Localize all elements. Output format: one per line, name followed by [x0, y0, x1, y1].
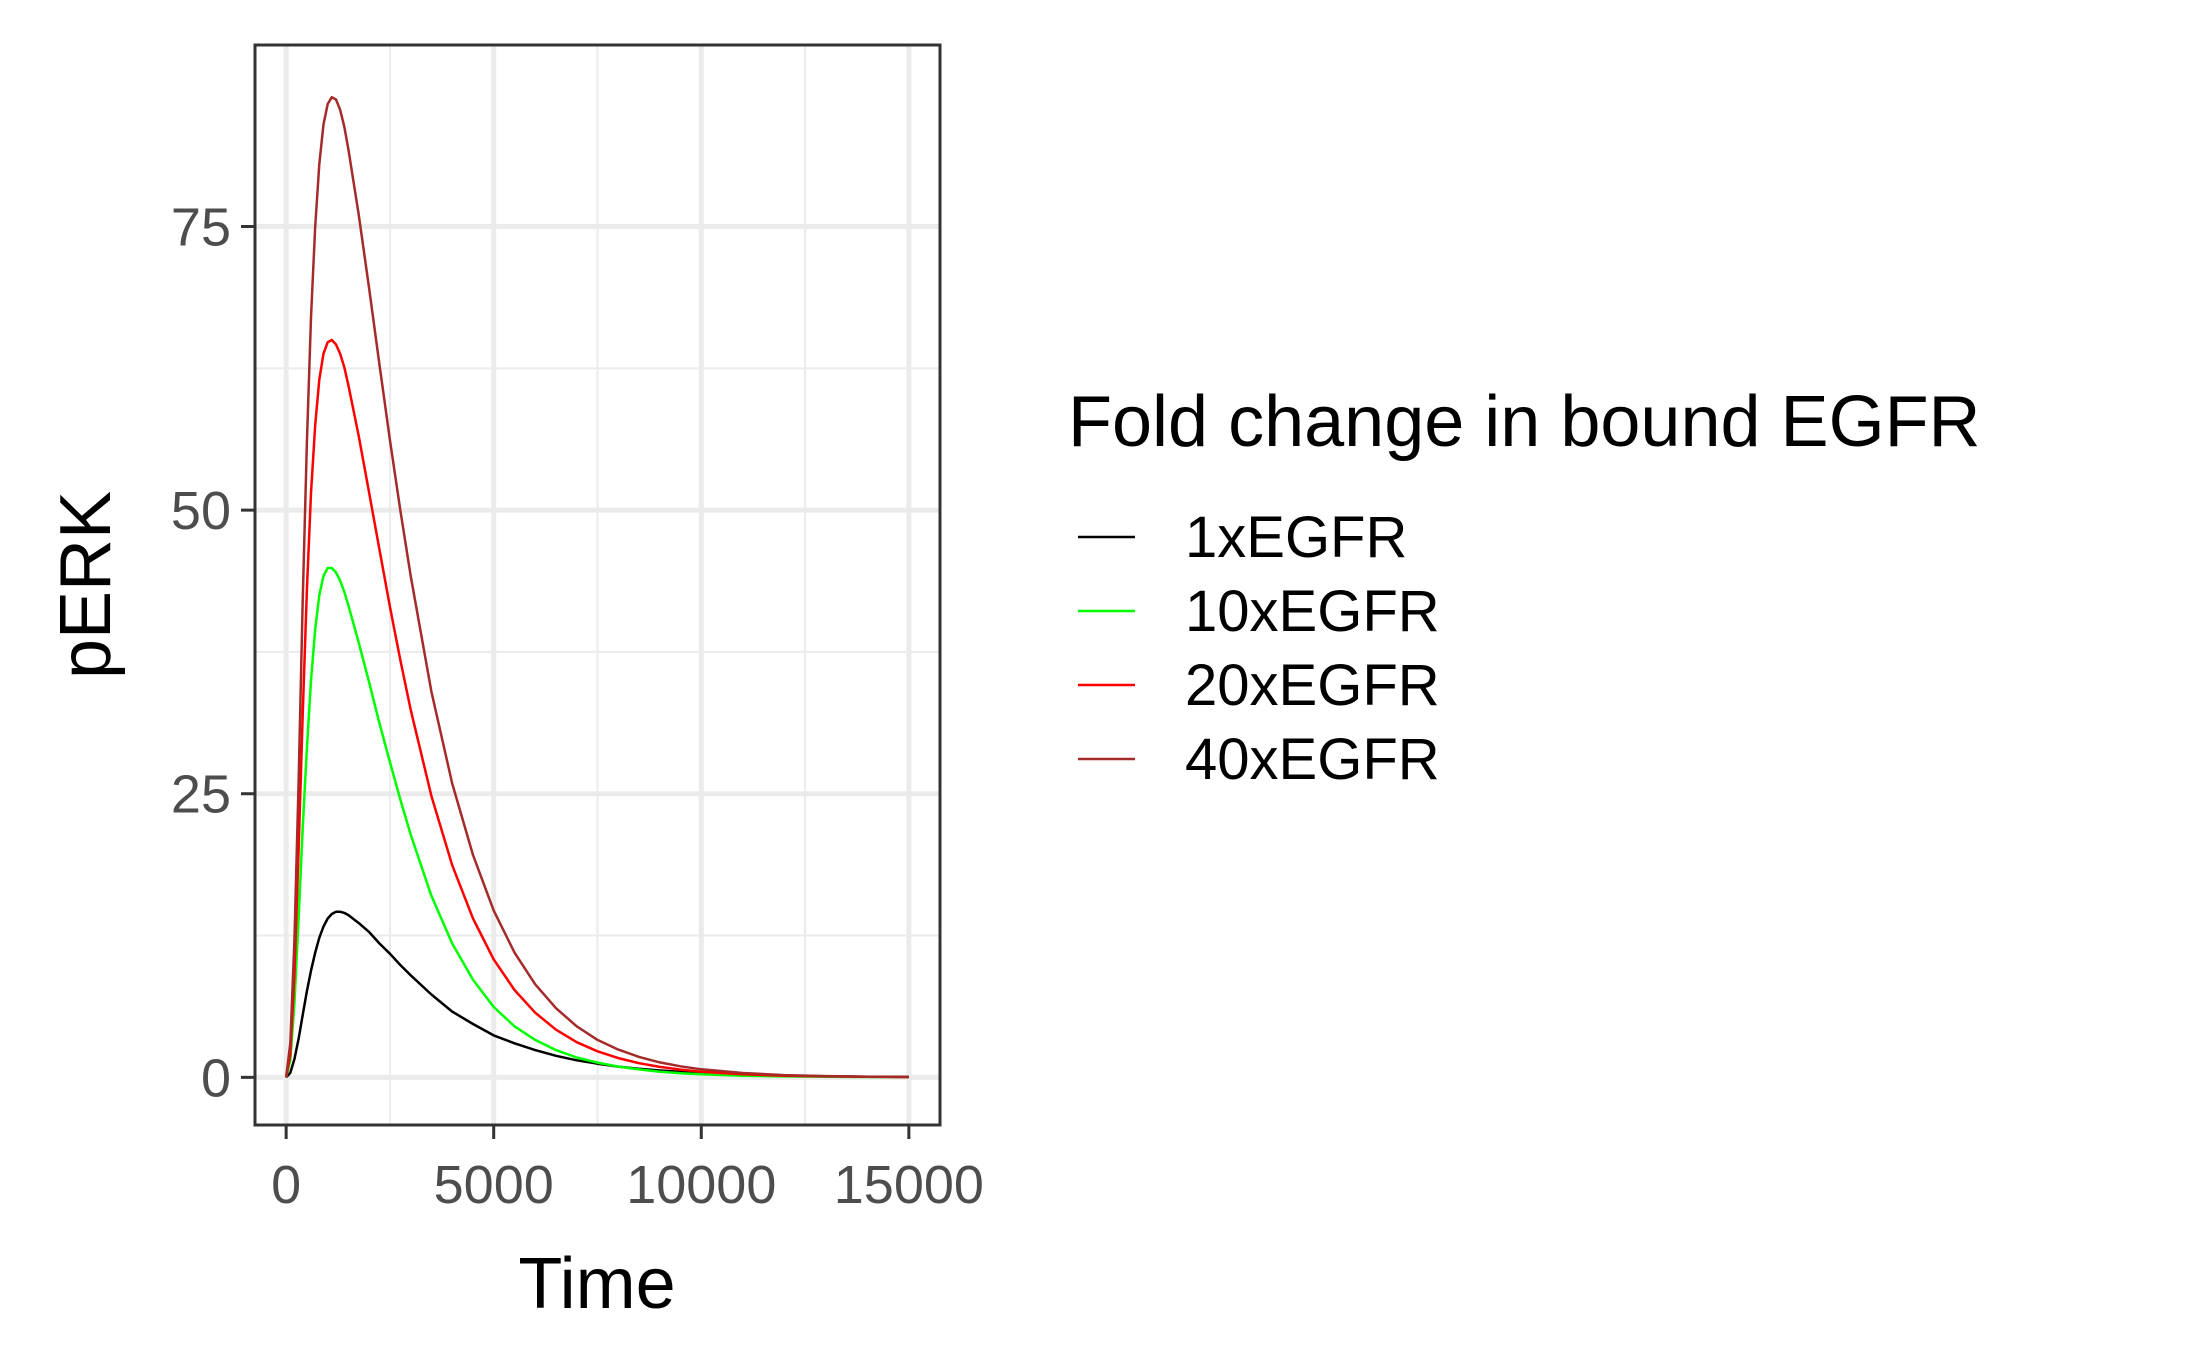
y-tick-label: 50	[171, 481, 231, 541]
x-tick-label: 10000	[626, 1155, 776, 1215]
x-tick-label: 5000	[434, 1155, 554, 1215]
plot-border	[253, 43, 942, 1127]
y-axis-title: pERK	[46, 491, 126, 679]
legend-label-20xEGFR: 20xEGFR	[1185, 653, 1440, 718]
y-tick-label: 25	[171, 765, 231, 825]
legend-label-1xEGFR: 1xEGFR	[1185, 505, 1407, 570]
legend-title: Fold change in bound EGFR	[1068, 382, 1981, 462]
series-lines	[284, 95, 909, 1079]
x-axis-title: Time	[518, 1244, 675, 1324]
x-axis: 0 5000 10000 15000	[271, 1125, 984, 1215]
series-line-20xEGFR	[284, 338, 909, 1079]
x-tick-label: 0	[271, 1155, 301, 1215]
series-line-10xEGFR	[284, 566, 909, 1079]
series-line-40xEGFR	[284, 95, 909, 1079]
legend-label-10xEGFR: 10xEGFR	[1185, 579, 1440, 644]
y-axis: 0 25 50 75	[171, 198, 255, 1108]
y-tick-label: 0	[201, 1048, 231, 1108]
y-tick-label: 75	[171, 198, 231, 258]
legend: Fold change in bound EGFR 1xEGFR 10xEGFR 2…	[1068, 382, 1981, 792]
x-tick-label: 15000	[834, 1155, 984, 1215]
legend-label-40xEGFR: 40xEGFR	[1185, 727, 1440, 792]
